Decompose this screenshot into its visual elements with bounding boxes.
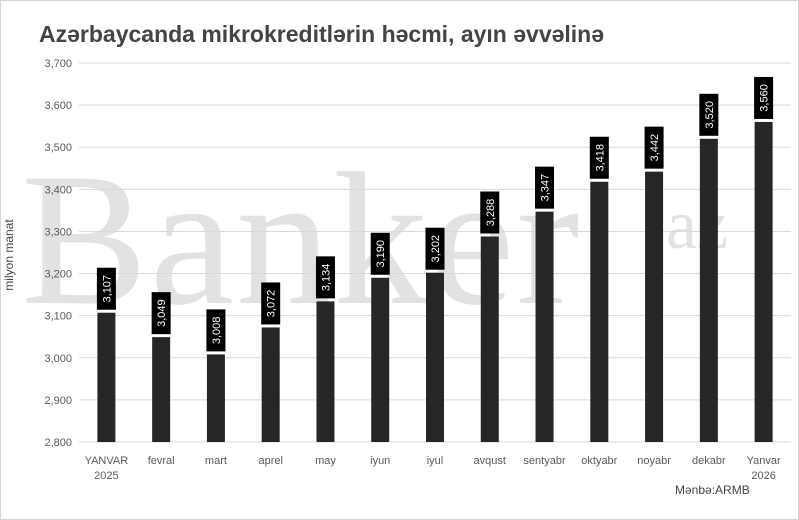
y-tick-label: 3,100	[44, 311, 72, 323]
data-label: 3,442	[649, 134, 661, 162]
data-label: 3,520	[704, 101, 716, 129]
y-tick-label: 3,200	[44, 269, 72, 281]
y-tick-label: 3,700	[44, 58, 72, 70]
x-tick-label: fevral	[148, 455, 175, 467]
data-label-box	[480, 191, 500, 234]
data-label-box	[151, 292, 171, 335]
y-tick-label: 3,500	[44, 142, 72, 154]
data-label-box	[644, 126, 664, 169]
x-tick-label: sentyabr	[523, 455, 566, 467]
data-label: 3,560	[759, 84, 771, 112]
data-label-box	[754, 76, 774, 119]
data-label: 3,008	[211, 317, 223, 345]
bar	[371, 277, 390, 442]
x-tick-label: avqust	[474, 455, 506, 467]
y-tick-label: 2,900	[44, 395, 72, 407]
x-tick-label: oktyabr	[581, 455, 617, 467]
data-label: 3,072	[266, 290, 278, 318]
bar	[535, 211, 554, 442]
bar	[152, 337, 171, 442]
x-tick-label: 2025	[94, 470, 118, 482]
x-tick-label: dekabr	[692, 455, 726, 467]
data-label: 3,134	[320, 264, 332, 292]
chart-title: Azərbaycanda mikrokreditlərin həcmi, ayı…	[39, 21, 605, 47]
data-label-box	[315, 256, 335, 299]
x-tick-label: noyabr	[637, 455, 671, 467]
y-tick-label: 3,300	[44, 226, 72, 238]
x-tick-label: may	[315, 455, 336, 467]
x-tick-label: Yanvar	[747, 455, 781, 467]
data-label-box	[425, 227, 445, 270]
bar	[206, 354, 225, 442]
y-tick-label: 2,800	[44, 437, 72, 449]
bar	[261, 327, 280, 442]
data-label: 3,347	[540, 174, 552, 202]
data-label: 3,418	[594, 144, 606, 172]
x-tick-label: 2026	[751, 470, 775, 482]
data-label: 3,202	[430, 235, 442, 263]
x-tick-label: YANVAR	[85, 455, 129, 467]
source-note: Mənbə:ARMB	[675, 483, 750, 497]
x-tick-label: iyun	[370, 455, 390, 467]
data-label-box	[206, 309, 226, 352]
bar	[480, 236, 499, 442]
bar	[699, 138, 718, 443]
x-tick-label: iyul	[427, 455, 444, 467]
bar	[426, 272, 444, 442]
x-tick-label: aprel	[258, 455, 282, 467]
bar	[590, 181, 609, 442]
bar	[754, 121, 773, 442]
data-label-box	[699, 93, 719, 136]
data-label: 3,107	[101, 275, 113, 303]
bar	[645, 171, 664, 442]
data-label: 3,049	[156, 299, 168, 327]
data-label-box	[261, 282, 281, 325]
data-label-box	[589, 136, 609, 179]
data-label: 3,190	[375, 240, 387, 268]
bar	[97, 312, 116, 442]
data-label-box	[370, 232, 390, 275]
bar	[316, 301, 335, 442]
y-tick-label: 3,400	[44, 184, 72, 196]
data-label-box	[96, 267, 116, 310]
y-tick-label: 3,000	[44, 353, 72, 365]
x-tick-label: mart	[205, 455, 227, 467]
data-label-box	[535, 166, 555, 209]
data-label: 3,288	[485, 199, 497, 227]
y-tick-label: 3,600	[44, 100, 72, 112]
